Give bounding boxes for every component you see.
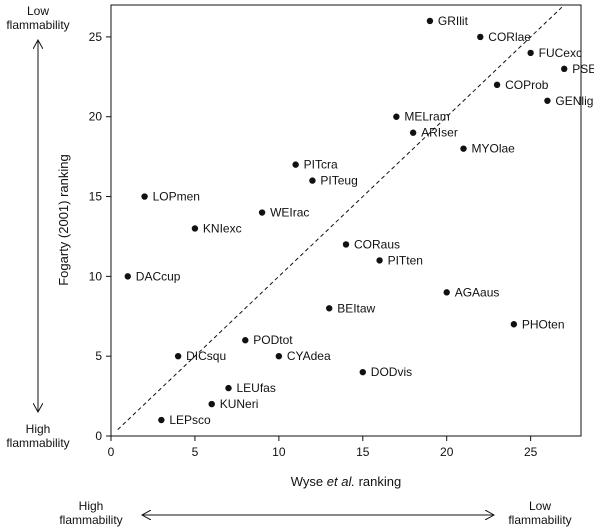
x-right-note-line1: Low [529,499,551,513]
y-flammability-annotation: Low flammability High flammability [6,4,69,450]
data-point [460,145,467,152]
point-label: PSEarb [572,62,594,76]
y-tick-label: 10 [89,269,103,283]
data-point [326,305,333,312]
point-label: PITten [388,253,423,267]
data-point [124,273,131,280]
data-point [477,33,484,41]
point-label: LEPsco [169,413,211,427]
data-point [258,209,266,216]
data-point [208,400,215,408]
point-label: MELram [404,110,449,124]
point-label: LOPmen [153,190,200,204]
x-left-note-line2: flammability [59,513,122,527]
point-label: PITcra [304,158,338,172]
data-point [409,129,417,136]
x-tick-label: 0 [108,445,115,459]
point-label: KUNeri [220,397,259,411]
plot-frame [110,4,582,437]
data-point [141,193,148,200]
data-point [275,352,283,360]
x-tick-label: 15 [356,445,370,459]
data-point [561,65,568,73]
point-label: COProb [505,78,549,92]
x-tick-label: 20 [440,445,454,459]
data-point [242,337,249,344]
x-tick-label: 25 [524,445,538,459]
data-point [510,321,518,328]
point-label: PITeug [320,174,357,188]
y-tick-label: 0 [95,429,102,443]
point-label: BEItaw [337,301,375,315]
data-point [493,81,501,89]
y-axis-ticks: 0 5 10 15 20 25 [89,30,111,443]
point-label: CORaus [354,237,400,251]
data-point [376,257,383,264]
y-tick-label: 5 [95,349,102,363]
data-point [342,241,350,248]
identity-reference-line [117,4,565,430]
x-left-note-line1: High [79,499,104,513]
x-axis-title: Wyse et al. ranking [291,474,401,489]
point-label: DODvis [371,365,412,379]
y-tick-label: 25 [89,30,103,44]
data-points: GRIlit CORlae FUCexc PSEarb COProb GENlig MELr… [124,14,594,427]
x-axis-ticks: 0 5 10 15 20 25 [108,436,538,459]
x-flammability-annotation: High flammability Low flammability [59,499,571,527]
y-bottom-note-line1: High [26,422,51,436]
point-label: LEUfas [237,381,276,395]
point-label: WEIrac [270,206,309,220]
point-label: CORlae [488,30,531,44]
point-label: PODtot [253,333,293,347]
point-label: CYAdea [287,349,331,363]
data-point [309,177,316,184]
data-point [527,49,534,57]
point-label: GENlig [555,94,593,108]
y-top-note-line1: Low [27,4,49,18]
data-point [225,384,232,392]
point-label: AGAaus [455,285,500,299]
point-label: MYOlae [472,142,516,156]
data-point [544,97,551,104]
data-point [359,368,366,376]
point-label: PHOten [522,317,565,331]
point-label: DACcup [136,269,181,283]
data-point [426,17,434,25]
data-point [393,113,400,120]
x-tick-label: 5 [192,445,199,459]
data-point [174,352,182,360]
data-point [158,416,165,424]
y-bottom-note-line2: flammability [6,436,69,450]
y-tick-label: 20 [89,110,103,124]
y-top-note-line2: flammability [6,18,69,32]
y-tick-label: 15 [89,190,103,204]
y-axis-title: Fogarty (2001) ranking [56,154,71,286]
point-label: DICsqu [186,349,226,363]
data-point [292,161,299,168]
x-right-note-line2: flammability [508,513,571,527]
point-label: KNIexc [203,221,242,235]
point-label: ARIser [421,126,458,140]
x-tick-label: 10 [272,445,286,459]
point-label: GRIlit [438,14,469,28]
point-label: FUCexc [539,46,582,60]
data-point [443,289,450,296]
data-point [191,225,199,232]
